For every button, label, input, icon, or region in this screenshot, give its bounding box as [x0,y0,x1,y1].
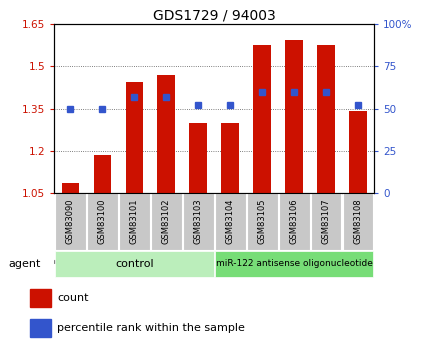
Bar [55,193,85,250]
Bar [93,155,111,193]
Bar [278,193,309,250]
FancyArrow shape [48,260,62,264]
Bar [214,251,373,277]
Bar [151,193,181,250]
Bar [349,111,366,193]
Bar [87,193,118,250]
Text: GSM83090: GSM83090 [66,199,75,244]
Text: count: count [57,293,88,303]
Bar [30,289,51,307]
Bar [214,193,245,250]
Bar [157,75,174,193]
Bar [62,183,79,193]
Text: GSM83100: GSM83100 [98,199,107,244]
Text: control: control [115,259,153,269]
Text: GSM83106: GSM83106 [289,199,298,245]
Text: GSM83108: GSM83108 [353,199,362,245]
Bar [55,251,213,277]
Bar [342,193,373,250]
Bar [246,193,277,250]
Bar [30,319,51,337]
Text: miR-122 antisense oligonucleotide: miR-122 antisense oligonucleotide [215,259,372,268]
Title: GDS1729 / 94003: GDS1729 / 94003 [152,9,275,23]
Text: GSM83102: GSM83102 [161,199,171,244]
Bar [125,82,143,193]
Text: GSM83101: GSM83101 [129,199,138,244]
Bar [189,123,207,193]
Bar [285,40,302,193]
Bar [310,193,341,250]
Text: GSM83104: GSM83104 [225,199,234,244]
Text: GSM83105: GSM83105 [257,199,266,244]
Bar [221,123,238,193]
Bar [182,193,213,250]
Bar [317,45,334,193]
Text: GSM83103: GSM83103 [193,199,202,245]
Text: percentile rank within the sample: percentile rank within the sample [57,323,244,333]
Text: GSM83107: GSM83107 [321,199,330,245]
Bar [253,45,270,193]
Bar [118,193,149,250]
Text: agent: agent [9,259,41,269]
